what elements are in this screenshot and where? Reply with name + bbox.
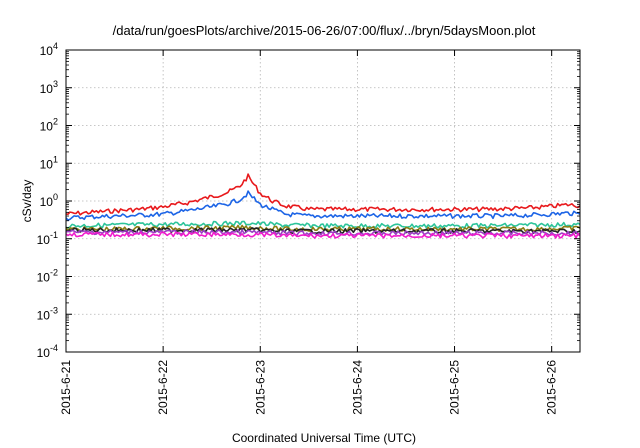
- y-tick-label: 10-2: [37, 268, 58, 285]
- x-tick-label: 2015-6-22: [156, 360, 170, 415]
- x-tick-label: 2015-6-24: [350, 360, 364, 415]
- series-group: [65, 173, 581, 239]
- series-line-6: [65, 229, 581, 237]
- x-tick-label: 2015-6-23: [253, 360, 267, 415]
- y-tick-label: 10-4: [37, 343, 58, 360]
- x-tick-label: 2015-6-25: [448, 360, 462, 415]
- chart-title: /data/run/goesPlots/archive/2015-06-26/0…: [113, 23, 536, 38]
- x-tick-label: 2015-6-26: [545, 360, 559, 415]
- series-line-1: [65, 173, 581, 216]
- y-tick-label: 101: [40, 154, 58, 171]
- series-line-4: [65, 224, 581, 233]
- y-tick-label: 10-3: [37, 305, 58, 322]
- x-tick-label: 2015-6-21: [59, 360, 73, 415]
- x-axis-label: Coordinated Universal Time (UTC): [232, 431, 416, 445]
- y-tick-label: 100: [40, 192, 58, 209]
- y-axis: 10-4 10-3 10-2 10-1 100 101 102 103 104: [37, 41, 580, 360]
- y-tick-label: 104: [40, 41, 58, 58]
- x-axis: 2015-6-21 2015-6-22 2015-6-23 2015-6-24 2015…: [59, 50, 559, 415]
- grid: [66, 50, 580, 352]
- y-tick-label: 102: [40, 117, 58, 134]
- series-line-7: [65, 231, 581, 239]
- series-line-2: [65, 190, 581, 221]
- series-line-3: [65, 220, 581, 229]
- y-axis-label: cSv/day: [20, 180, 34, 223]
- y-tick-label: 103: [40, 79, 58, 96]
- y-tick-label: 10-1: [37, 230, 58, 247]
